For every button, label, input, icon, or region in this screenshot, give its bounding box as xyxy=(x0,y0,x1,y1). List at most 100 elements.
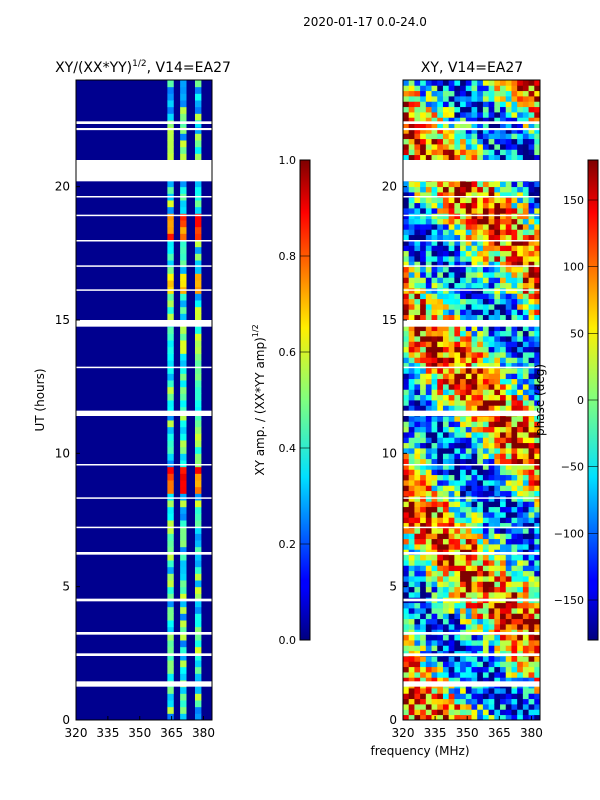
phase-cell xyxy=(505,421,512,428)
phase-cell xyxy=(460,117,467,124)
phase-cell xyxy=(511,362,518,369)
phase-cell xyxy=(437,554,444,561)
phase-cell xyxy=(517,677,524,684)
phase-cell xyxy=(500,714,507,721)
phase-cell xyxy=(471,634,478,641)
phase-cell xyxy=(522,101,529,108)
phase-cell xyxy=(482,544,490,550)
phase-cell xyxy=(460,613,467,620)
phase-cell xyxy=(534,357,541,364)
phase-cell xyxy=(528,389,535,396)
phase-cell xyxy=(425,485,432,492)
phase-cell xyxy=(528,144,535,150)
phase-cell xyxy=(488,560,495,566)
phase-cell xyxy=(471,224,478,230)
phase-cell xyxy=(477,522,484,529)
phase-cell xyxy=(482,133,490,140)
phase-cell xyxy=(437,122,444,129)
phase-cell xyxy=(488,458,495,465)
phase-cell xyxy=(414,186,421,193)
phase-cell xyxy=(431,560,438,566)
phase-cell xyxy=(414,688,421,694)
phase-cell xyxy=(534,421,541,428)
phase-cell xyxy=(534,501,541,508)
phase-cell xyxy=(534,186,541,193)
phase-cell xyxy=(511,464,518,470)
phase-cell xyxy=(482,698,490,705)
phase-cell xyxy=(517,192,524,198)
phase-cell xyxy=(471,293,478,300)
phase-cell xyxy=(408,714,415,721)
phase-cell xyxy=(522,688,529,694)
amp-cell xyxy=(195,660,202,668)
phase-cell xyxy=(522,560,529,566)
phase-cell xyxy=(437,144,444,150)
phase-cell xyxy=(522,250,529,257)
phase-cell xyxy=(414,698,421,705)
phase-cell xyxy=(482,581,490,588)
phase-cell xyxy=(431,277,438,284)
phase-cell xyxy=(482,432,490,438)
phase-cell xyxy=(534,672,541,678)
phase-cell xyxy=(403,448,410,454)
phase-cell xyxy=(425,325,432,332)
phase-cell xyxy=(505,272,512,278)
phase-cell xyxy=(500,325,507,332)
phase-cell xyxy=(465,122,472,129)
phase-cell xyxy=(408,416,415,422)
phase-cell xyxy=(477,373,484,380)
phase-cell xyxy=(511,80,518,86)
phase-cell xyxy=(522,704,529,710)
phase-cell xyxy=(465,154,472,161)
phase-cell xyxy=(500,245,507,252)
phase-cell xyxy=(482,608,490,614)
x-tick-label: 365 xyxy=(160,726,183,740)
phase-cell xyxy=(414,469,421,476)
phase-cell xyxy=(442,394,450,401)
phase-cell xyxy=(534,85,541,92)
phase-cell xyxy=(425,581,432,588)
phase-cell xyxy=(477,213,484,220)
phase-cell xyxy=(408,448,415,454)
phase-cell xyxy=(425,85,432,92)
amp-cell xyxy=(195,460,202,468)
phase-cell xyxy=(471,234,478,241)
phase-cell xyxy=(408,133,415,140)
amp-cell xyxy=(167,413,174,421)
phase-cell xyxy=(471,101,478,108)
phase-cell xyxy=(448,469,455,476)
phase-cell xyxy=(505,501,512,508)
phase-cell xyxy=(471,442,478,449)
phase-cell xyxy=(465,362,472,369)
phase-cell xyxy=(494,266,501,273)
y-tick-label: 20 xyxy=(55,180,70,194)
phase-cell xyxy=(482,272,490,278)
phase-cell xyxy=(522,389,529,396)
phase-cell xyxy=(482,181,490,188)
phase-cell xyxy=(517,298,524,305)
phase-cell xyxy=(517,581,524,588)
phase-cell xyxy=(414,634,421,641)
phase-cell xyxy=(534,442,541,449)
phase-cell xyxy=(437,256,444,262)
phase-cell xyxy=(403,357,410,364)
phase-cell xyxy=(511,325,518,332)
phase-cell xyxy=(437,341,444,348)
phase-cell xyxy=(442,570,450,577)
phase-cell xyxy=(448,218,455,225)
amp-cell xyxy=(180,613,187,621)
phase-cell xyxy=(500,213,507,220)
amp-cell xyxy=(195,366,202,374)
phase-cell xyxy=(442,112,450,118)
phase-cell xyxy=(505,298,512,305)
phase-cell xyxy=(460,325,467,332)
amp-cell xyxy=(195,246,202,254)
phase-cell xyxy=(431,288,438,294)
amp-cell xyxy=(167,260,174,268)
phase-cell xyxy=(494,426,501,433)
phase-cell xyxy=(437,336,444,342)
phase-cell xyxy=(403,128,410,134)
phase-cell xyxy=(408,698,415,705)
phase-cell xyxy=(522,213,529,220)
phase-cell xyxy=(431,357,438,364)
